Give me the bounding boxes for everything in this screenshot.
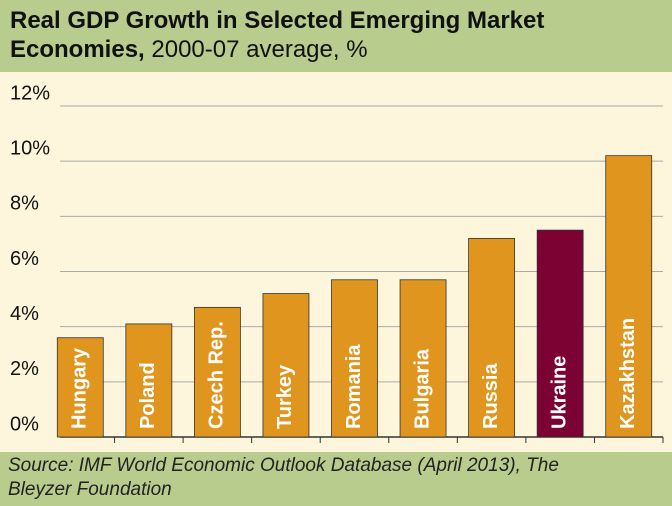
category-label: Ukraine [548,356,570,429]
bar [193,306,241,438]
category-label: Czech Rep. [206,321,228,429]
chart-subtitle: 2000-07 average, % [151,36,368,63]
y-tick-label: 12% [10,82,50,104]
category-label: Turkey [274,364,296,429]
y-tick-label: 8% [10,193,39,215]
bar [605,155,653,438]
bar [399,279,447,438]
bar [536,229,584,438]
footer: Source: IMF World Economic Outlook Datab… [0,452,672,506]
category-label: Kazakhstan [617,318,639,429]
chart-title: Real GDP Growth in Selected Emerging Mar… [10,7,545,63]
category-label: Russia [480,363,502,429]
header: Real GDP Growth in Selected Emerging Mar… [0,0,672,72]
y-tick-label: 4% [10,303,39,325]
category-label: Bulgaria [411,348,433,429]
y-tick-label: 10% [10,137,50,159]
category-label: Poland [137,362,159,429]
chart: 0% 2% 4% 6% 8% 10% 12% Hungary Poland Czech Rep. T… [10,82,664,443]
title-block: Real GDP Growth in Selected Emerging Mar… [10,6,630,64]
bar [262,293,310,438]
y-tick-label: 0% [10,413,39,435]
category-label: Hungary [69,347,91,429]
bar [331,279,378,438]
bar [56,337,104,438]
category-label: Romania [343,344,365,429]
y-tick-label: 2% [10,358,39,380]
bar [125,323,173,438]
source: Source: IMF World Economic Outlook Datab… [8,455,559,500]
y-tick-label: 6% [10,248,39,270]
bar [468,237,516,438]
